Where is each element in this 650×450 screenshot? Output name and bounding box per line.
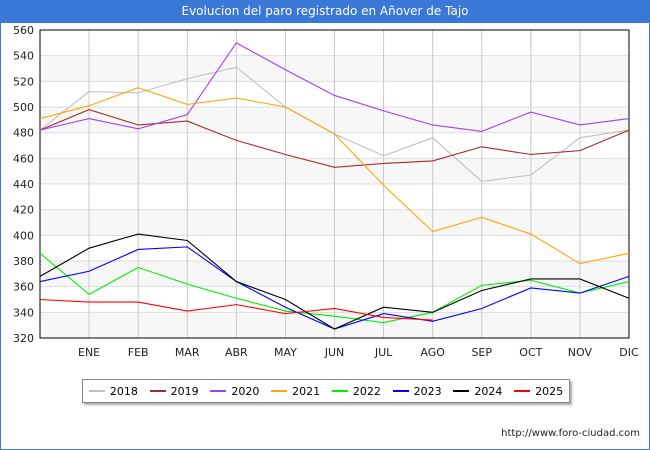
- legend-item-2023: 2023: [392, 384, 442, 398]
- legend-swatch: [392, 390, 409, 392]
- legend-label: 2024: [474, 384, 503, 398]
- series-line-2022: [39, 252, 630, 324]
- series-line-2021: [39, 87, 630, 265]
- legend-item-2019: 2019: [149, 384, 199, 398]
- legend-label: 2023: [413, 384, 442, 398]
- legend-item-2020: 2020: [210, 385, 259, 398]
- y-tick-label: 360: [13, 281, 34, 294]
- legend-label: 2020: [231, 384, 260, 398]
- y-tick-label: 480: [13, 127, 34, 140]
- x-tick-label: MAY: [274, 346, 297, 359]
- x-tick-label: MAR: [175, 346, 200, 359]
- x-tick-label: DIC: [619, 346, 639, 359]
- chart-title: Evolucion del paro registrado en Añover …: [0, 0, 650, 23]
- series-line-2025: [39, 298, 433, 321]
- legend: 2018 2019 2020 2021 2022 2023 2024 2025: [82, 379, 570, 403]
- y-tick-label: 420: [13, 204, 34, 217]
- source-url: http://www.foro-ciudad.com: [501, 428, 640, 439]
- legend-item-2021: 2021: [271, 385, 320, 398]
- legend-label: 2021: [292, 384, 321, 398]
- y-tick-label: 520: [13, 75, 34, 88]
- legend-item-2018: 2018: [88, 384, 138, 398]
- legend-label: 2025: [535, 384, 564, 398]
- legend-label: 2022: [352, 384, 381, 398]
- series-line-2024: [39, 233, 630, 330]
- y-tick-label: 440: [13, 178, 34, 191]
- series-line-2019: [39, 108, 630, 168]
- x-tick-label: FEB: [128, 346, 149, 359]
- x-tick-label: JUL: [374, 346, 393, 359]
- y-tick-label: 340: [13, 306, 34, 319]
- x-tick-label: OCT: [519, 346, 542, 359]
- x-tick-label: JUN: [324, 346, 345, 359]
- legend-item-2022: 2022: [331, 384, 381, 398]
- legend-swatch: [149, 390, 166, 392]
- legend-swatch: [271, 390, 288, 392]
- legend-label: 2019: [170, 384, 199, 398]
- y-tick-label: 320: [13, 332, 34, 345]
- legend-label: 2018: [109, 384, 138, 398]
- x-tick-label: AGO: [420, 346, 445, 359]
- y-tick-label: 380: [13, 255, 34, 268]
- plot-border: [39, 29, 630, 339]
- legend-swatch: [210, 390, 227, 392]
- y-tick-label: 400: [13, 229, 34, 242]
- legend-swatch: [331, 390, 348, 392]
- x-tick-label: ENE: [78, 346, 100, 359]
- x-tick-label: NOV: [568, 346, 593, 359]
- y-tick-label: 560: [13, 24, 34, 37]
- y-tick-label: 460: [13, 152, 34, 165]
- legend-swatch: [514, 390, 531, 392]
- legend-item-2025: 2025: [514, 385, 563, 398]
- y-tick-label: 500: [13, 101, 34, 114]
- legend-swatch: [453, 390, 470, 392]
- legend-swatch: [88, 390, 105, 392]
- y-tick-label: 540: [13, 50, 34, 63]
- x-tick-label: SEP: [471, 346, 492, 359]
- legend-item-2024: 2024: [453, 385, 502, 398]
- series-line-2020: [39, 42, 630, 132]
- x-tick-label: ABR: [225, 346, 248, 359]
